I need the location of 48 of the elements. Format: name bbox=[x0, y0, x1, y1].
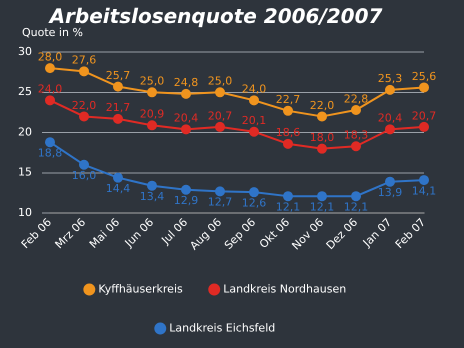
x-tick-label: Jan 07 bbox=[360, 216, 394, 250]
data-label: 20,4 bbox=[174, 112, 198, 125]
data-label: 28,0 bbox=[38, 50, 62, 64]
x-tick-label: Feb 07 bbox=[392, 216, 428, 252]
x-tick-label: Jul 06 bbox=[158, 216, 190, 248]
data-label: 12,1 bbox=[344, 200, 368, 214]
data-label: 20,4 bbox=[378, 112, 402, 125]
legend-label: Landkreis Nordhausen bbox=[223, 282, 346, 296]
data-label: 27,6 bbox=[72, 54, 96, 67]
data-label: 21,7 bbox=[106, 101, 130, 114]
chart-title: Arbeitslosenquote 2006/2007 bbox=[48, 4, 383, 28]
data-label: 14,1 bbox=[412, 184, 436, 198]
data-label: 22,0 bbox=[72, 98, 96, 112]
x-tick-label: Mrz 06 bbox=[52, 216, 88, 252]
y-tick-label: 20 bbox=[18, 125, 32, 138]
y-tick-label: 25 bbox=[18, 85, 32, 98]
data-label: 18,0 bbox=[310, 131, 334, 144]
x-tick-label: Mai 06 bbox=[86, 216, 122, 251]
x-tick-label: Dez 06 bbox=[324, 216, 360, 252]
x-tick-label: Jun 06 bbox=[122, 216, 156, 250]
legend-label: Kyffhäuserkreis bbox=[98, 282, 183, 296]
y-axis-title: Quote in % bbox=[22, 26, 83, 39]
data-label: 25,7 bbox=[106, 69, 130, 82]
data-label: 13,9 bbox=[378, 186, 402, 200]
data-label: 12,1 bbox=[310, 200, 334, 214]
data-label: 20,7 bbox=[412, 109, 436, 122]
data-label: 20,1 bbox=[242, 114, 266, 128]
data-label: 12,9 bbox=[174, 194, 198, 208]
data-label: 18,8 bbox=[38, 146, 62, 160]
data-label: 25,3 bbox=[378, 72, 402, 86]
y-tick-label: 30 bbox=[18, 44, 32, 58]
data-label: 25,0 bbox=[208, 74, 232, 88]
data-label: 13,4 bbox=[140, 190, 164, 204]
legend-label: Landkreis Eichsfeld bbox=[169, 321, 276, 334]
data-label: 25,0 bbox=[140, 74, 164, 88]
data-label: 25,6 bbox=[412, 70, 436, 83]
data-label: 20,7 bbox=[208, 109, 232, 122]
data-label: 20,9 bbox=[140, 108, 164, 121]
data-label: 22,8 bbox=[344, 92, 368, 106]
data-label: 12,6 bbox=[242, 196, 266, 210]
x-tick-label: Sep 06 bbox=[222, 216, 258, 252]
data-label: 22,0 bbox=[310, 98, 334, 112]
data-label: 12,1 bbox=[276, 200, 300, 214]
data-label: 12,7 bbox=[208, 196, 232, 209]
data-label: 22,7 bbox=[276, 93, 300, 106]
data-label: 24,8 bbox=[174, 76, 198, 90]
y-tick-label: 15 bbox=[18, 166, 32, 179]
data-label: 14,4 bbox=[106, 182, 130, 196]
